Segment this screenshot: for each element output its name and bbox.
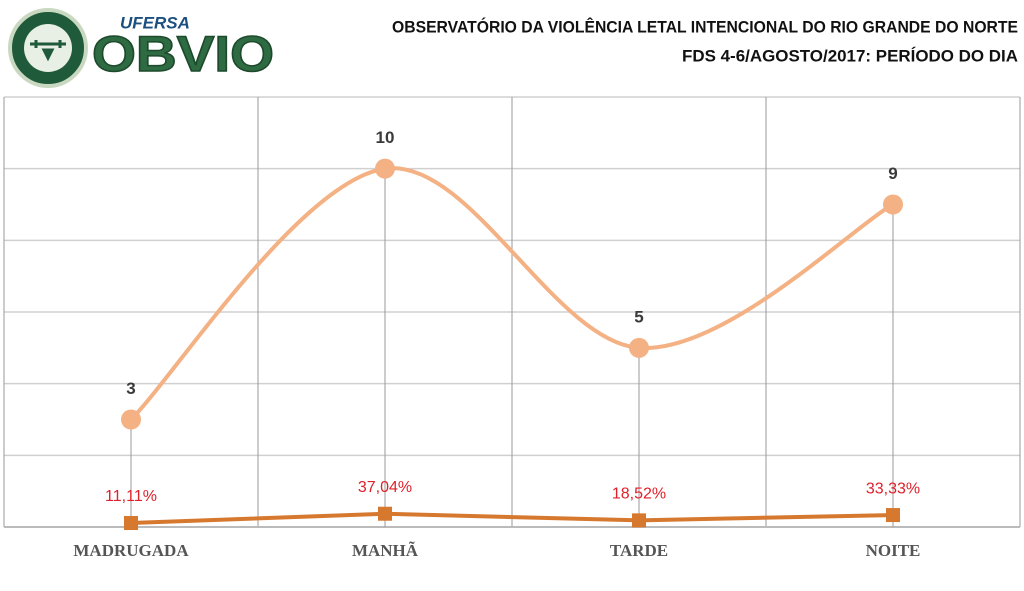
- series-line: [130, 511, 894, 526]
- logo: UFERSA OBVIO: [8, 8, 275, 88]
- data-label: 10: [376, 128, 395, 147]
- x-tick-label: NOITE: [866, 541, 921, 560]
- point: [883, 194, 903, 215]
- data-label: 9: [888, 164, 897, 183]
- data-label: 3: [126, 379, 135, 398]
- data-label: 33,33%: [866, 480, 920, 497]
- data-label: 18,52%: [612, 486, 666, 503]
- chart-subtitle: FDS 4-6/AGOSTO/2017: PERÍODO DO DIA: [682, 46, 1018, 65]
- x-tick-label: TARDE: [610, 541, 668, 560]
- point: [886, 508, 900, 523]
- logo-name: OBVIO: [92, 26, 274, 82]
- point: [378, 506, 392, 521]
- point: [124, 516, 138, 531]
- point: [121, 409, 141, 430]
- series-line: [129, 166, 894, 421]
- logo-seal-inner: [24, 24, 72, 72]
- x-tick-label: MANHÃ: [352, 541, 419, 560]
- data-label: 11,11%: [105, 488, 157, 505]
- x-tick-label: MADRUGADA: [73, 541, 189, 560]
- data-label: 5: [634, 307, 643, 326]
- logo-drone: [30, 40, 66, 62]
- logo-org: UFERSA: [120, 13, 190, 32]
- point: [632, 513, 646, 528]
- data-label: 37,04%: [358, 479, 412, 496]
- chart-title: OBSERVATÓRIO DA VIOLÊNCIA LETAL INTENCIO…: [392, 17, 1018, 36]
- point: [375, 158, 395, 179]
- point: [629, 337, 649, 358]
